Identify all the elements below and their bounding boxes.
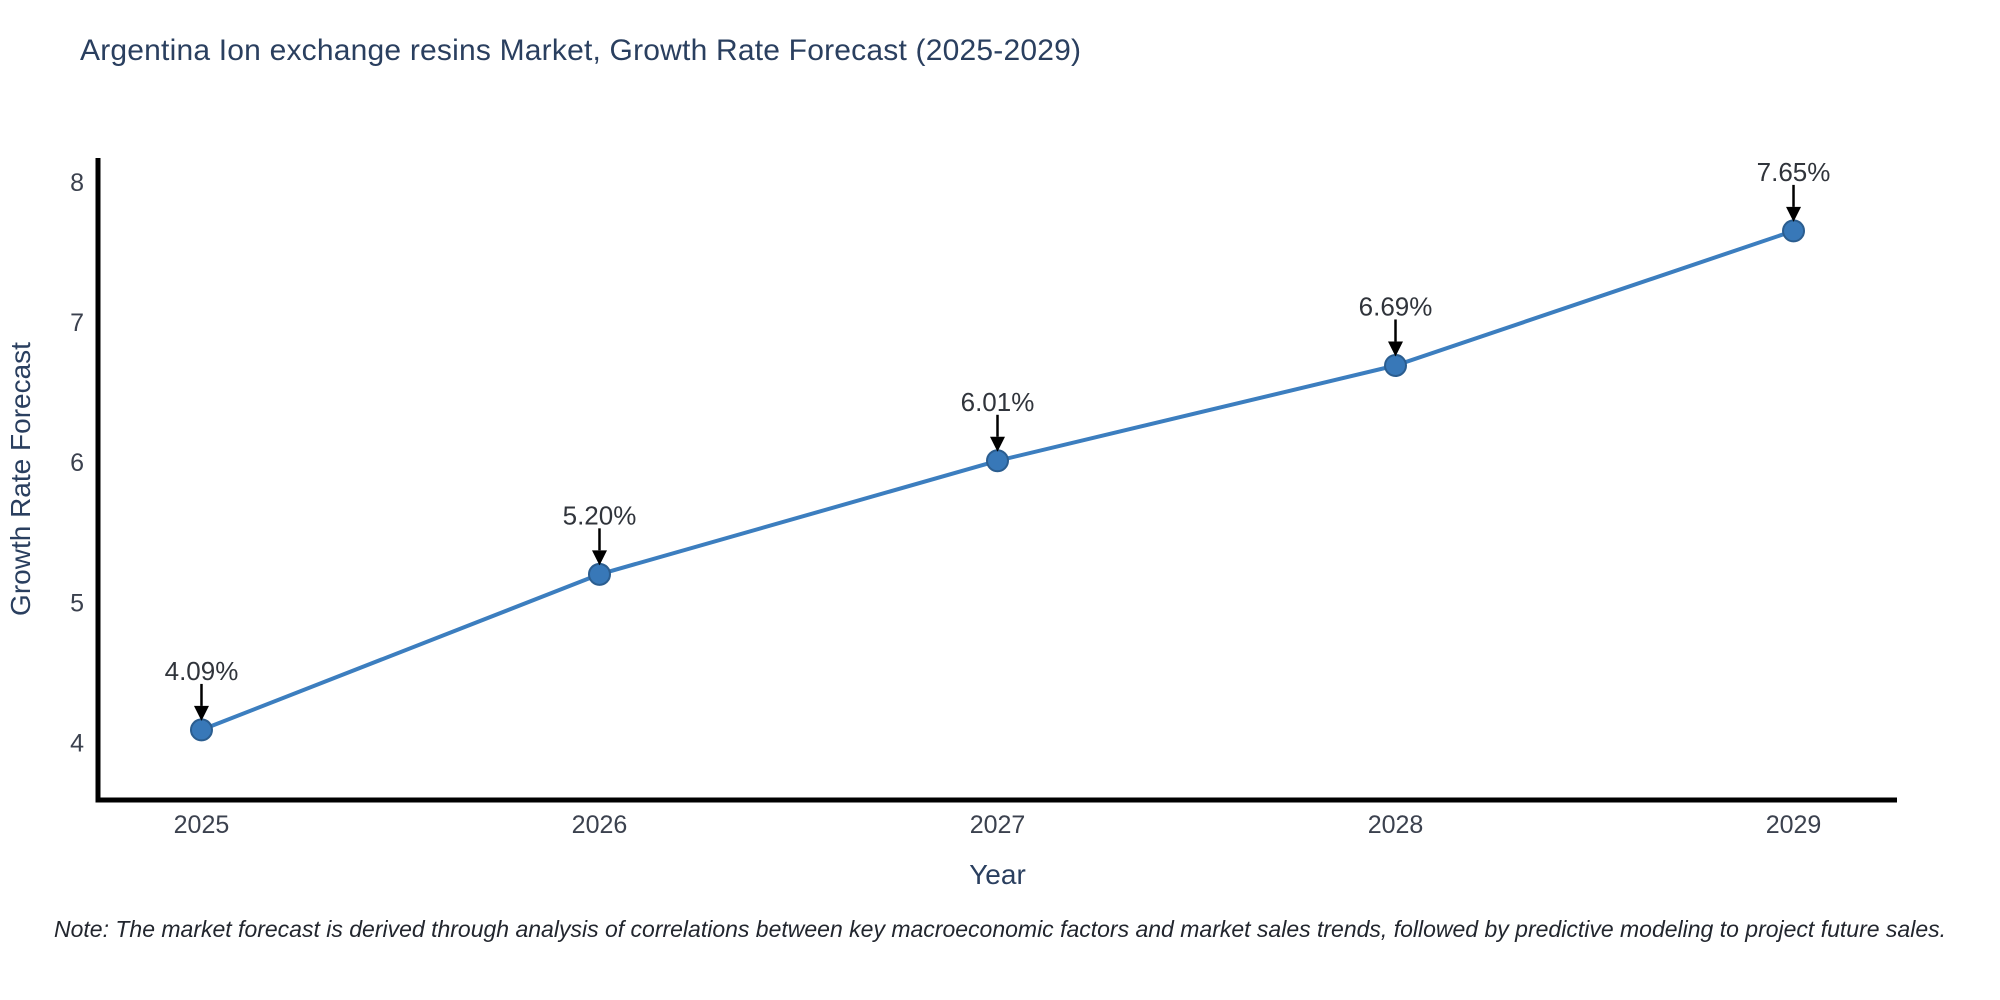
data-point-label: 6.69% xyxy=(1359,291,1433,321)
data-point-marker[interactable] xyxy=(587,562,611,586)
y-axis-title: Growth Rate Forecast xyxy=(5,342,36,616)
data-point-marker[interactable] xyxy=(1782,219,1806,243)
data-point-label: 6.01% xyxy=(961,387,1035,417)
footnote: Note: The market forecast is derived thr… xyxy=(53,916,1947,942)
x-tick-label: 2027 xyxy=(970,811,1026,839)
x-tick-label: 2025 xyxy=(174,811,230,839)
x-tick-label: 2026 xyxy=(572,811,628,839)
y-tick-label: 6 xyxy=(70,449,84,477)
chart-title: Argentina Ion exchange resins Market, Gr… xyxy=(80,34,1082,67)
data-point-label: 4.09% xyxy=(165,656,239,686)
y-tick-label: 5 xyxy=(70,589,84,617)
y-tick-label: 7 xyxy=(70,309,84,337)
data-point-marker[interactable] xyxy=(986,449,1009,473)
data-point-label: 7.65% xyxy=(1757,157,1831,187)
x-axis-title: Year xyxy=(969,859,1026,890)
axis-lines xyxy=(95,158,1897,803)
data-point-label: 5.20% xyxy=(563,500,637,530)
annotation-arrow-head xyxy=(193,705,209,721)
annotation-arrow-head xyxy=(1786,206,1802,222)
annotation-arrow-head xyxy=(591,550,607,566)
data-point-marker[interactable] xyxy=(189,718,213,742)
annotation-arrow-head xyxy=(1388,341,1404,357)
y-tick-label: 8 xyxy=(70,169,84,197)
trend-line xyxy=(199,228,1796,732)
x-tick-label: 2029 xyxy=(1766,811,1822,839)
data-point-marker[interactable] xyxy=(1384,353,1408,377)
y-tick-label: 4 xyxy=(70,730,84,758)
annotation-arrow-head xyxy=(990,436,1005,452)
x-tick-label: 2028 xyxy=(1368,811,1424,839)
